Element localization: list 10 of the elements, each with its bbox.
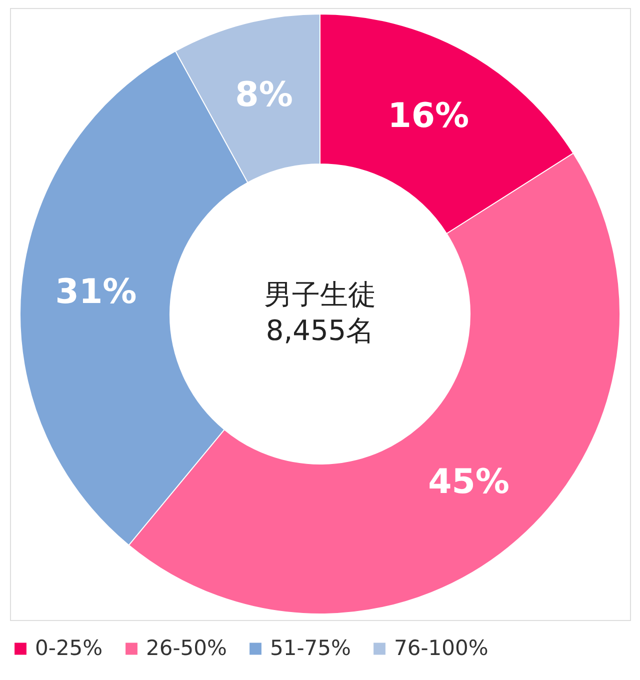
text: 8,455名 [266,314,374,347]
legend-label: 26-50% [146,636,227,660]
legend-label: 51-75% [270,636,351,660]
text: 男子生徒 [264,278,376,311]
data-label: 31% [55,272,137,312]
data-label: 45% [428,462,510,502]
legend-label: 0-25% [35,636,103,660]
legend-label: 76-100% [394,636,488,660]
data-label: 16% [388,96,470,136]
data-label: 8% [235,75,293,116]
